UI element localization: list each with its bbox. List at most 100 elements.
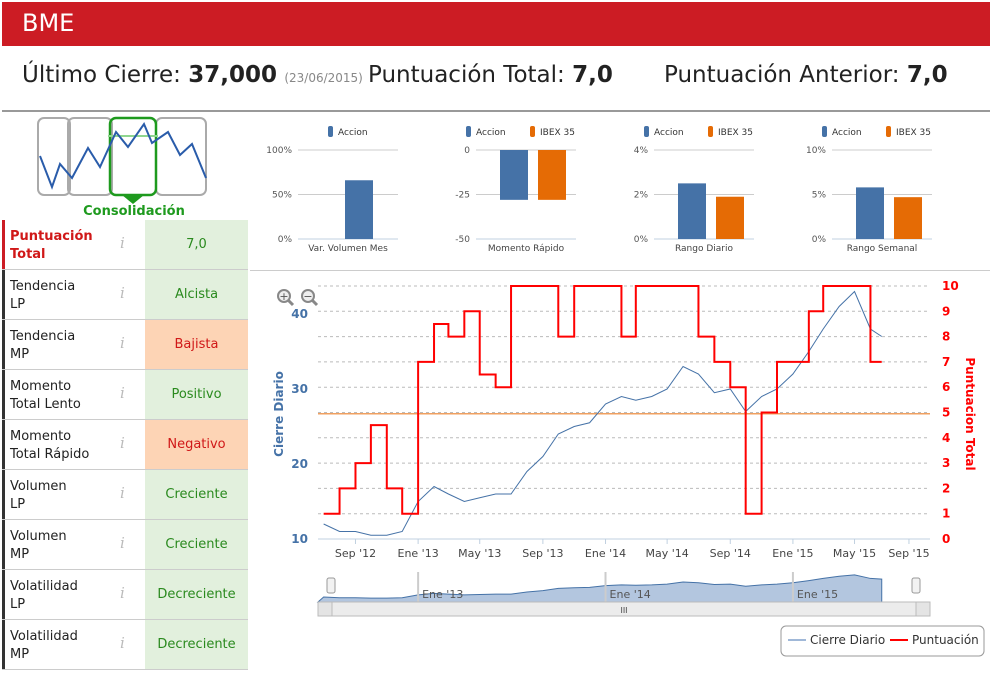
legend-swatch: [708, 126, 713, 137]
bar: [678, 183, 706, 239]
app-title: BME: [2, 2, 990, 46]
pattern-label: Consolidación: [83, 204, 185, 219]
glyph: −: [303, 290, 312, 303]
previous-score: Puntuación Anterior: 7,0: [664, 62, 948, 88]
y2-tick: 8: [942, 330, 950, 344]
scrollbar-thumb[interactable]: [331, 601, 917, 617]
legend-label: IBEX 35: [718, 128, 753, 138]
legend-label: IBEX 35: [896, 128, 931, 138]
y-tick: 0%: [812, 235, 827, 245]
indicator-value: Bajista: [145, 320, 248, 369]
indicator-row: Volatilidad MP i Decreciente: [2, 620, 248, 670]
bar: [500, 150, 528, 200]
info-icon[interactable]: i: [120, 634, 125, 652]
y2-tick: 2: [942, 481, 950, 495]
x-tick: Ene '13: [398, 547, 439, 560]
zoom-out-icon[interactable]: −: [301, 289, 319, 307]
info-icon[interactable]: i: [120, 534, 125, 552]
legend-label: Accion: [476, 128, 506, 138]
zoom-in-icon[interactable]: +: [277, 289, 295, 307]
chart-title: Rango Semanal: [847, 244, 918, 254]
indicator-value: Decreciente: [145, 570, 248, 619]
legend-label: IBEX 35: [540, 128, 575, 138]
indicator-label: Momento Total Lento: [2, 370, 102, 419]
mini-chart: Accion IBEX 35 0 -25 -50 Momento Rápido: [455, 126, 576, 254]
info-icon[interactable]: i: [120, 384, 125, 402]
y-tick: 0%: [634, 235, 649, 245]
divider: [2, 110, 990, 112]
chart-legend: Cierre Diario Puntuación: [780, 625, 985, 657]
y-tick: 20: [291, 457, 308, 471]
y-tick: -25: [455, 191, 470, 201]
y2-tick: 10: [942, 279, 959, 293]
x-tick: Sep '13: [522, 547, 563, 560]
last-close: Último Cierre: 37,000 (23/06/2015): [22, 62, 363, 88]
legend-label: Accion: [832, 128, 862, 138]
info-icon[interactable]: i: [120, 584, 125, 602]
y2-tick: 9: [942, 304, 950, 318]
legend-box: [780, 625, 985, 657]
indicator-label: Tendencia MP: [2, 320, 102, 369]
legend-label: Accion: [338, 128, 368, 138]
legend-swatch: [886, 126, 891, 137]
x-tick: May '14: [645, 547, 688, 560]
x-tick: May '13: [458, 547, 501, 560]
indicator-row: Puntuación Total i 7,0: [2, 220, 248, 270]
mini-chart: Accion IBEX 35 4% 2% 0% Rango Diario: [634, 126, 754, 254]
indicator-label: Volatilidad LP: [2, 570, 102, 619]
indicator-label: Volumen LP: [2, 470, 102, 519]
y2-tick: 7: [942, 355, 950, 369]
navigator-tick: Ene '14: [610, 588, 651, 601]
info-icon[interactable]: i: [120, 334, 125, 352]
y-tick: 100%: [266, 146, 292, 156]
y-tick: 10: [291, 532, 308, 546]
total-score: Puntuación Total: 7,0: [368, 62, 613, 88]
score-panel: Consolidación Puntuación Total i 7,0 Tende…: [2, 112, 248, 670]
legend-swatch: [822, 126, 827, 137]
y-tick: -50: [455, 235, 470, 245]
y2-tick: 3: [942, 456, 950, 470]
indicator-row: Volumen LP i Creciente: [2, 470, 248, 520]
bar: [894, 197, 922, 239]
y2-tick: 4: [942, 431, 950, 445]
indicator-label: Momento Total Rápido: [2, 420, 102, 469]
y-tick: 2%: [634, 191, 649, 201]
x-tick: Ene '14: [585, 547, 626, 560]
legend-swatch: [466, 126, 471, 137]
bar: [716, 196, 744, 239]
info-icon[interactable]: i: [120, 284, 125, 302]
navigator-tick: Ene '13: [422, 588, 463, 601]
info-icon[interactable]: i: [120, 434, 125, 452]
indicator-row: Tendencia LP i Alcista: [2, 270, 248, 320]
chart-title: Rango Diario: [675, 244, 734, 254]
x-tick: May '15: [833, 547, 876, 560]
indicator-value: Alcista: [145, 270, 248, 319]
mini-chart: Accion IBEX 35 10% 5% 0% Rango Semanal: [806, 126, 932, 254]
pattern-icon: Consolidación: [37, 116, 207, 219]
x-tick: Sep '12: [335, 547, 376, 560]
legend-swatch: [644, 126, 649, 137]
legend-swatch: [530, 126, 535, 137]
legend-label: Puntuación: [912, 633, 979, 647]
indicator-value: Positivo: [145, 370, 248, 419]
navigator-series: [316, 574, 883, 603]
indicator-label: Volumen MP: [2, 520, 102, 569]
y-tick: 50%: [272, 191, 292, 201]
navigator-tick: Ene '15: [797, 588, 838, 601]
indicator-value: Creciente: [145, 520, 248, 569]
indicator-row: Tendencia MP i Bajista: [2, 320, 248, 370]
score-series: [323, 285, 882, 515]
info-icon[interactable]: i: [120, 484, 125, 502]
indicator-row: Volatilidad LP i Decreciente: [2, 570, 248, 620]
y-axis-label: Cierre Diario: [272, 371, 286, 457]
navigator-handle[interactable]: [326, 577, 336, 594]
indicator-row: Momento Total Lento i Positivo: [2, 370, 248, 420]
chart-title: Momento Rápido: [488, 244, 565, 254]
legend-swatch: [328, 126, 333, 137]
indicator-row: Momento Total Rápido i Negativo: [2, 420, 248, 470]
y2-tick: 6: [942, 380, 950, 394]
y-tick: 5%: [812, 191, 827, 201]
handle: [286, 298, 295, 307]
info-icon[interactable]: i: [120, 234, 125, 252]
navigator-handle[interactable]: [911, 577, 921, 594]
